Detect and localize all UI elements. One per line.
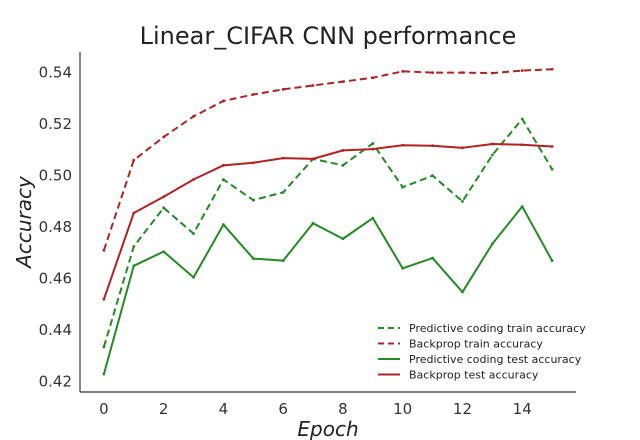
series-1-point [431,174,434,178]
series-3-point [251,257,255,260]
y-tick-label: 0.52 [39,115,72,133]
series-4-point [102,297,106,301]
y-tick-label: 0.48 [39,218,72,236]
series-3-point [311,221,315,225]
series-3-point [281,259,285,263]
x-tick-label: 6 [278,400,288,418]
series-4-point [401,143,405,147]
x-axis-ticks: 0 2 4 6 8 10 12 14 [99,400,532,418]
x-tick-label: 0 [99,400,109,418]
series-4-point [550,145,554,148]
series-4-point [341,148,345,152]
chart-title: Linear_CIFAR CNN performance [140,22,517,50]
series-4-point [222,163,225,167]
x-axis-label: Epoch [297,417,358,440]
y-tick-label: 0.50 [39,167,72,185]
series-3-point [222,223,225,226]
series-1-point [520,117,524,121]
x-tick-label: 10 [393,400,412,418]
series-2-point [192,114,195,118]
series-4-point [192,178,195,181]
series-4-point [132,211,136,215]
series-3-point [461,290,464,294]
series-2-point [520,69,524,72]
x-tick-label: 2 [159,400,169,418]
x-tick-label: 4 [219,400,229,418]
series-1-point [550,167,554,171]
series-1-point [490,153,494,157]
y-axis-label: Accuracy [12,175,36,270]
series-3-point [550,259,554,263]
series-3-point [162,250,166,254]
series-1-point [461,199,464,203]
series-3-point [132,264,136,268]
series-1-point [102,345,106,349]
series-2-point [371,76,375,80]
series-3-point [192,275,195,279]
series-1-point [162,206,166,210]
series-1-point [222,178,225,181]
series-3-point [490,242,494,246]
series-4-point [251,161,255,165]
series-4-point [311,157,315,161]
series-2-point [281,87,285,91]
series-3-point [371,216,375,220]
series-1-point [401,185,405,189]
legend: Predictive coding train accuracy Backprop… [378,322,586,382]
series-3-point [401,266,405,270]
series-1-point [281,190,285,194]
y-tick-label: 0.46 [39,270,72,288]
y-tick-label: 0.54 [39,64,72,82]
series-4-point [461,146,464,150]
x-tick-label: 8 [338,400,348,418]
series-2-point [461,71,464,75]
series-3-point [520,205,524,208]
series-2-point [162,135,166,139]
series-4-point [281,156,285,160]
series-1-point [192,232,195,235]
series-2-point [431,71,434,75]
series-4-point [371,147,375,151]
series-1-point [132,245,136,248]
legend-label: Predictive coding test accuracy [409,353,582,366]
y-tick-label: 0.44 [39,321,72,339]
series-2-point [490,71,494,75]
series-layer [102,67,554,376]
series-2-point [341,80,345,84]
series-line-2 [102,68,553,251]
series-line-4 [102,142,553,300]
series-3-point [341,237,345,241]
series-line-1 [102,117,553,348]
series-2-point [102,248,106,252]
legend-label: Predictive coding train accuracy [409,322,586,335]
series-4-point [162,195,166,199]
x-tick-label: 12 [453,400,472,418]
series-3-point [431,256,434,260]
legend-label: Backprop train accuracy [409,338,543,351]
series-3-point [102,372,106,376]
series-2-point [401,69,405,73]
series-2-point [550,67,554,71]
y-axis-ticks: 0.42 0.44 0.46 0.48 0.50 0.52 0.54 [39,64,72,391]
series-4-point [490,142,494,146]
series-2-point [311,84,315,87]
x-tick-label: 14 [513,400,532,418]
legend-label: Backprop test accuracy [409,369,539,382]
series-1-point [251,198,255,202]
series-2-point [132,158,136,162]
series-2-point [222,99,225,103]
series-1-point [371,142,375,145]
series-4-point [431,144,434,148]
series-line-3 [102,205,553,375]
series-1-point [341,163,345,167]
series-4-point [520,143,524,147]
series-2-point [251,93,255,96]
y-tick-label: 0.42 [39,373,72,391]
